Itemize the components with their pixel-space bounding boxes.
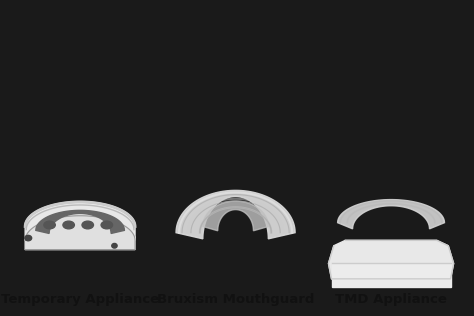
Text: Temporary Appliance: Temporary Appliance [1, 293, 159, 306]
Ellipse shape [44, 221, 55, 229]
Ellipse shape [63, 221, 74, 229]
Text: Bruxism Mouthguard: Bruxism Mouthguard [157, 293, 314, 306]
Polygon shape [337, 200, 445, 229]
Polygon shape [328, 240, 454, 279]
Ellipse shape [82, 221, 93, 229]
Polygon shape [203, 201, 268, 231]
Polygon shape [176, 190, 295, 239]
Ellipse shape [101, 221, 112, 229]
Polygon shape [25, 216, 135, 250]
Ellipse shape [25, 235, 32, 241]
Bar [331, 264, 451, 287]
Polygon shape [36, 210, 124, 234]
Polygon shape [25, 202, 135, 240]
Ellipse shape [112, 243, 117, 248]
Text: TMD Appliance: TMD Appliance [335, 293, 447, 306]
